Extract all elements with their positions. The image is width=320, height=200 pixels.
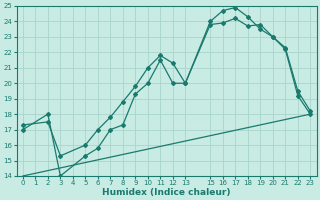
X-axis label: Humidex (Indice chaleur): Humidex (Indice chaleur) <box>102 188 231 197</box>
